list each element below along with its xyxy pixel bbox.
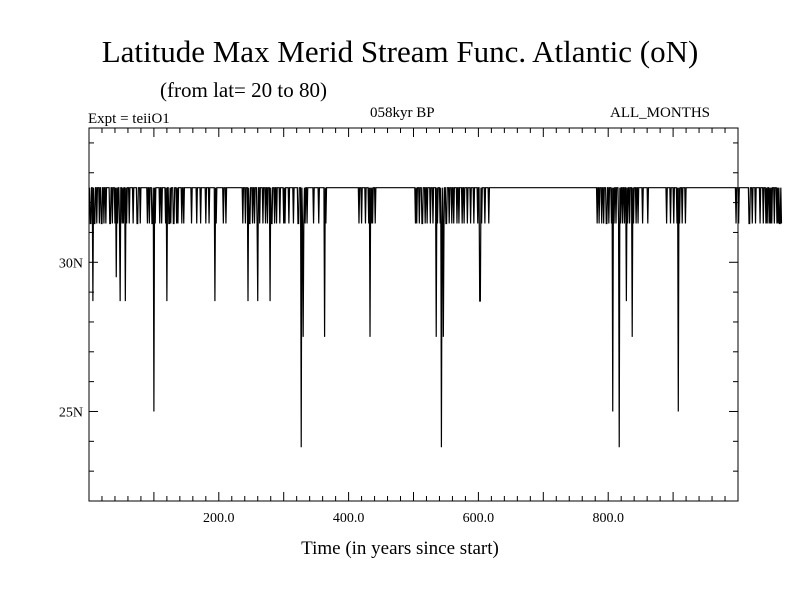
months-label: ALL_MONTHS [610,105,710,121]
x-tick-label: 200.0 [203,511,235,526]
plot-frame [88,127,739,502]
y-tick-label: 25N [59,405,83,420]
x-tick-label: 600.0 [463,511,495,526]
chart-subtitle: (from lat= 20 to 80) [160,78,327,102]
experiment-label: Expt = teiiO1 [88,111,170,127]
x-axis-label: Time (in years since start) [301,538,499,559]
x-tick-label: 800.0 [592,511,624,526]
x-tick-label: 400.0 [333,511,365,526]
y-tick-label: 30N [59,256,83,271]
chart-title: Latitude Max Merid Stream Func. Atlantic… [101,34,699,69]
y-axis: 25N 30N [59,142,738,472]
period-label: 058kyr BP [370,105,435,121]
series-line [89,187,783,448]
x-axis: 200.0 400.0 600.0 800.0 [101,128,726,526]
